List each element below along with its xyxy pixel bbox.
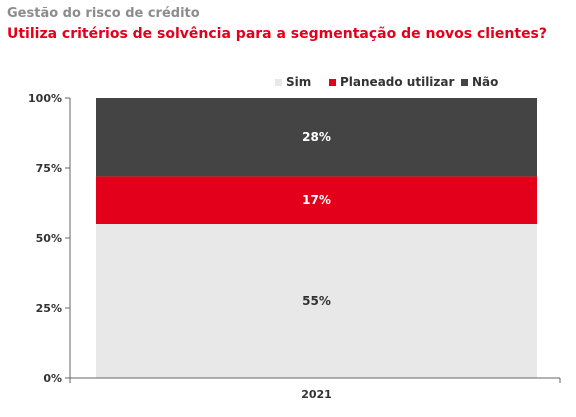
bar-segment — [96, 98, 537, 177]
x-tick-label: 2021 — [301, 388, 332, 401]
data-label: 28% — [302, 130, 331, 144]
legend-swatch — [461, 79, 468, 86]
y-tick-label: 25% — [36, 302, 62, 315]
y-tick-label: 0% — [43, 372, 62, 385]
legend-swatch — [275, 79, 282, 86]
legend-label: Sim — [286, 75, 311, 89]
data-label: 55% — [302, 294, 331, 308]
y-tick-label: 50% — [36, 232, 62, 245]
bar-segment — [96, 176, 537, 224]
chart-title: Gestão do risco de crédito — [7, 6, 200, 21]
data-label: 17% — [302, 193, 331, 207]
y-tick-label: 100% — [28, 92, 62, 105]
chart-subtitle: Utiliza critérios de solvência para a se… — [7, 26, 548, 42]
bar-segment — [96, 224, 537, 378]
legend-label: Não — [472, 75, 498, 89]
legend-label: Planeado utilizar — [340, 75, 454, 89]
legend-swatch — [329, 79, 336, 86]
y-tick-label: 75% — [36, 162, 62, 175]
